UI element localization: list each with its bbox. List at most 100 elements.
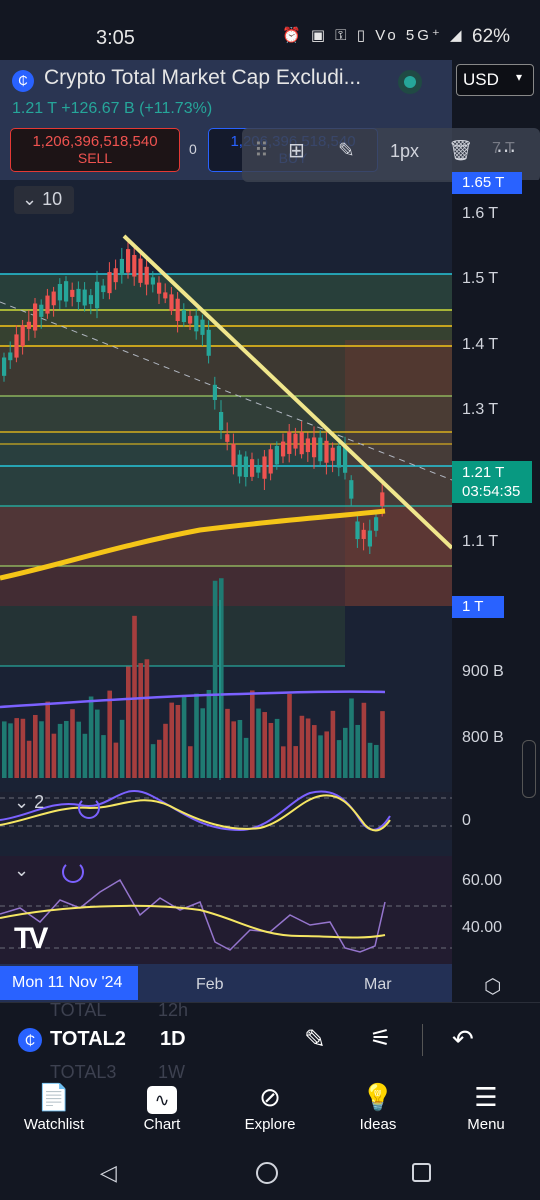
refresh-icon[interactable] — [78, 797, 100, 819]
top-price-marker: 1.65 T — [452, 172, 522, 194]
sell-label: SELL — [77, 150, 113, 166]
rsi-legend-toggle[interactable]: ⌄ — [14, 860, 30, 880]
volume-bar — [132, 615, 137, 778]
candle-body — [281, 441, 286, 457]
currency-select[interactable]: USD — [456, 64, 534, 96]
compass-icon: ⊘ — [259, 1082, 281, 1112]
volume-bar — [181, 695, 187, 778]
more-icon[interactable]: ⋯ — [496, 140, 516, 162]
symbol-title[interactable]: Crypto Total Market Cap Excludi... — [44, 66, 362, 89]
pencil-color-icon[interactable]: ✎ — [338, 140, 355, 162]
candle-body — [318, 437, 323, 462]
volume-bar — [33, 714, 38, 778]
sell-button[interactable]: 1,206,396,518,540 SELL — [10, 128, 180, 172]
volume-legend-toggle[interactable]: ⌄ 10 — [14, 186, 74, 214]
back-triangle-icon[interactable]: ◁ — [100, 1160, 117, 1185]
volume-bar — [293, 746, 298, 778]
candle-body — [157, 282, 162, 294]
candle-body — [57, 284, 62, 301]
volume-bar — [206, 689, 212, 778]
volume-bar — [150, 744, 156, 778]
volume-bar — [163, 723, 168, 778]
volume-bar — [194, 693, 199, 778]
ghost-symbol: TOTAL — [50, 1000, 107, 1020]
price-label: 1.4 T — [462, 336, 499, 353]
dashed-trendline — [0, 301, 452, 481]
price-scale[interactable] — [452, 180, 540, 970]
undo-icon[interactable]: ↶ — [452, 1024, 474, 1054]
volume-bar — [113, 742, 119, 778]
volume-bar — [45, 701, 50, 778]
drawing-pen-icon[interactable]: ✎ — [304, 1024, 326, 1054]
home-circle-icon[interactable] — [256, 1162, 278, 1184]
candle-body — [237, 454, 242, 477]
volume-bar — [262, 712, 267, 778]
status-bar — [0, 0, 540, 70]
group-icon[interactable]: ⊞ — [288, 140, 305, 162]
candle-body — [95, 281, 100, 309]
nav-menu[interactable]: ☰ Menu — [436, 1082, 536, 1133]
crypto-logo-icon: ₵ — [18, 1028, 42, 1052]
nav-ideas[interactable]: 💡 Ideas — [328, 1082, 428, 1133]
volume-bar — [336, 740, 342, 778]
candle-body — [287, 431, 292, 454]
candle-body — [200, 319, 205, 335]
rsi-line — [0, 878, 386, 953]
line-width-select[interactable]: 1px — [390, 141, 420, 161]
drag-handle-icon[interactable]: ⠿ — [254, 140, 269, 162]
volume-bar — [219, 578, 224, 778]
nav-label: Ideas — [359, 1116, 397, 1133]
tradingview-logo-icon[interactable]: TV — [14, 922, 48, 955]
rsi-signal — [0, 904, 386, 939]
volume-bar — [64, 720, 69, 778]
spread-value: 0 — [189, 141, 197, 157]
price-label: 900 B — [462, 663, 504, 680]
hamburger-icon: ☰ — [474, 1082, 498, 1112]
interval-button[interactable]: 1D — [160, 1028, 186, 1050]
trash-icon[interactable]: 🗑 — [448, 140, 474, 162]
volume-bar — [349, 698, 354, 778]
candle-body — [70, 289, 75, 297]
candle-body — [361, 529, 366, 539]
scale-drag-handle[interactable] — [522, 740, 536, 798]
volume-ma-line — [0, 690, 386, 709]
volume-bar — [287, 693, 292, 778]
volume-bar — [175, 704, 181, 778]
price-chart[interactable] — [0, 180, 452, 970]
battery-level: 62% — [472, 26, 511, 47]
candle-body — [175, 298, 180, 321]
candle-body — [8, 352, 13, 361]
candle-body — [380, 492, 385, 507]
candle-body — [51, 291, 56, 306]
volume-bar — [324, 731, 329, 778]
volume-bar — [250, 690, 255, 778]
candle-body — [14, 334, 19, 358]
refresh-icon[interactable] — [62, 861, 84, 883]
volume-bar — [330, 710, 336, 778]
indicators-sliders-icon[interactable]: ⚟ — [370, 1025, 392, 1052]
volume-bar — [169, 702, 174, 778]
price-label: 1.5 T — [462, 270, 499, 287]
candle-body — [256, 465, 261, 473]
volume-bar — [299, 715, 305, 778]
candle-body — [343, 445, 348, 473]
candle-body — [336, 445, 341, 468]
market-status-icon[interactable] — [398, 70, 422, 94]
current-price: 1.21 T — [462, 464, 505, 481]
oscillator-legend-toggle[interactable]: ⌄ 2 — [14, 792, 45, 812]
nav-chart[interactable]: ∿ Chart — [112, 1082, 212, 1133]
candle-body — [132, 254, 137, 277]
candle-body — [349, 480, 354, 499]
chart-icon: ∿ — [112, 1082, 212, 1116]
candle-body — [206, 329, 211, 356]
nav-explore[interactable]: ⊘ Explore — [220, 1082, 320, 1133]
recents-square-icon[interactable] — [412, 1163, 431, 1182]
volume-bar — [51, 733, 57, 778]
candle-body — [231, 443, 236, 467]
volume-bar — [231, 721, 236, 778]
symbol-search-button[interactable]: TOTAL2 — [50, 1028, 126, 1050]
chart-settings-icon[interactable]: ⬡ — [484, 976, 502, 998]
candle-body — [355, 521, 360, 540]
nav-watchlist[interactable]: 📄 Watchlist — [4, 1082, 104, 1133]
volume-bar — [157, 739, 162, 778]
